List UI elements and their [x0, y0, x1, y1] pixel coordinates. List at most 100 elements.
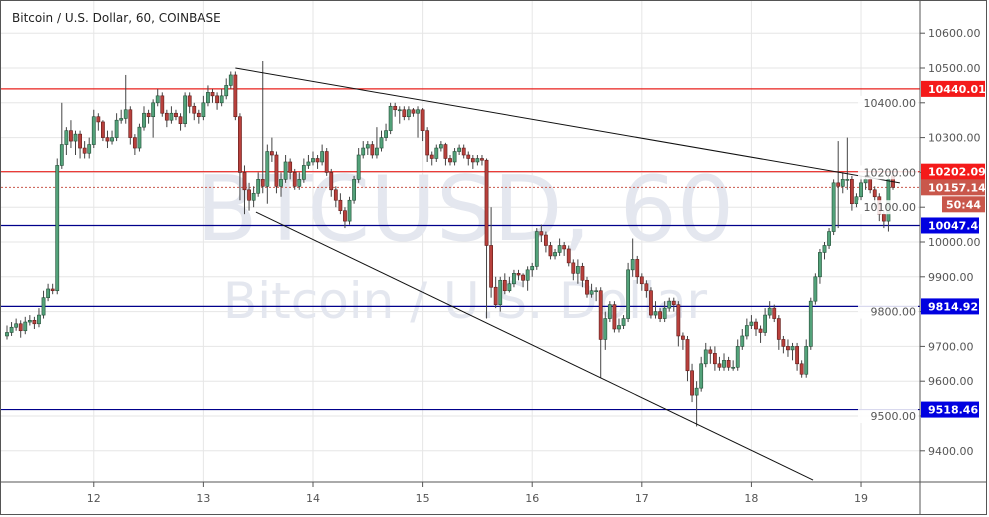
candle-down [105, 137, 110, 142]
price-label: 9814.92 [928, 300, 978, 313]
candle-down [799, 363, 804, 375]
candle-up [110, 137, 114, 142]
candle-up [498, 279, 503, 305]
candle-up [603, 318, 608, 340]
candle-up [822, 245, 827, 253]
candle-down [690, 370, 694, 396]
candle-up [607, 304, 612, 319]
candle-down [566, 248, 571, 264]
price-tick-label: 10200.00 [864, 166, 917, 179]
candle-up [384, 130, 388, 138]
candle-down [238, 116, 242, 173]
candle-down [370, 144, 375, 156]
candle-up [525, 269, 530, 281]
candle-down [849, 179, 854, 205]
candle-up [14, 323, 19, 328]
candle-down [726, 360, 731, 368]
candle-up [375, 147, 379, 156]
candle-down [548, 245, 553, 257]
candle-down [315, 158, 320, 163]
price-tick-label-background [858, 95, 918, 110]
price-tick-label-background [858, 165, 918, 180]
candle-up [379, 137, 384, 149]
candle-up [818, 252, 822, 278]
candle-down [612, 304, 617, 330]
candle-up [151, 102, 156, 118]
candle-down [681, 335, 685, 340]
grid [1, 1, 920, 482]
candle-up [279, 179, 283, 187]
candle-down [215, 95, 219, 104]
price-axis[interactable]: 9400.00 9500.00 9600.00 9700.00 9800.00 9900.… [858, 27, 981, 458]
candle-down [164, 112, 169, 121]
candle-down [443, 144, 448, 159]
price-tick-label: 10600.00 [928, 27, 981, 40]
candle-down [758, 328, 763, 333]
candle-down [192, 105, 197, 114]
candle-up [9, 326, 14, 333]
candle-up [845, 179, 850, 181]
time-tick-label: 13 [196, 492, 210, 505]
candle-up [119, 118, 124, 121]
countdown-label: 50:44 [946, 198, 981, 211]
candle-down [333, 189, 338, 201]
candle-up [662, 307, 667, 319]
candle-down [411, 109, 416, 114]
candle-up [735, 346, 740, 368]
candle-up [863, 179, 868, 184]
candle-down [329, 172, 334, 191]
price-tick-label-background [858, 304, 918, 319]
candle-down [160, 95, 165, 114]
candle-up [475, 158, 480, 163]
candle-up [699, 363, 704, 389]
candle-down [470, 158, 475, 163]
candle-down [671, 300, 676, 305]
candle-up [27, 319, 32, 323]
trendline [235, 67, 900, 184]
time-axis[interactable]: 12 13 14 15 16 17 18 19 [87, 482, 868, 505]
candle-down [685, 339, 690, 372]
candle-down [754, 321, 758, 330]
candle-up [534, 231, 539, 267]
time-tick-label: 14 [306, 492, 320, 505]
candle-down [562, 245, 567, 250]
time-tick-label: 18 [744, 492, 758, 505]
candle-up [352, 179, 356, 201]
candle-up [744, 325, 749, 337]
chart-title: Bitcoin / U.S. Dollar, 60, COINBASE [12, 11, 221, 25]
candle-down [393, 105, 398, 111]
candle-up [87, 144, 92, 154]
candle-down [644, 283, 649, 292]
candle-up [790, 346, 795, 351]
candle-up [219, 95, 224, 104]
candle-down [260, 179, 265, 187]
candle-up [155, 95, 160, 104]
candle-down [69, 130, 73, 142]
candle-up [767, 307, 772, 316]
candle-up [397, 109, 402, 112]
candle-up [46, 288, 51, 298]
candle-down [489, 245, 494, 288]
candle-up [512, 273, 516, 285]
candle-down [338, 199, 343, 211]
candle-down [233, 74, 238, 118]
candle-up [434, 147, 439, 159]
candle-down [128, 109, 133, 138]
candle-down [480, 158, 484, 161]
price-tick-label: 10100.00 [864, 201, 917, 214]
price-label: 9518.46 [928, 404, 978, 417]
candle-down [836, 182, 841, 187]
candle-up [694, 387, 699, 396]
time-tick-label: 15 [416, 492, 430, 505]
candle-down [101, 121, 105, 138]
candle-up [703, 349, 708, 365]
candle-up [859, 182, 863, 198]
trendlines [235, 67, 900, 481]
price-tick-label: 10000.00 [928, 236, 981, 249]
time-tick-label: 16 [525, 492, 539, 505]
candle-down [402, 109, 407, 118]
price-label-box [921, 401, 979, 418]
candle-down [712, 353, 717, 365]
candle-up [114, 119, 119, 138]
